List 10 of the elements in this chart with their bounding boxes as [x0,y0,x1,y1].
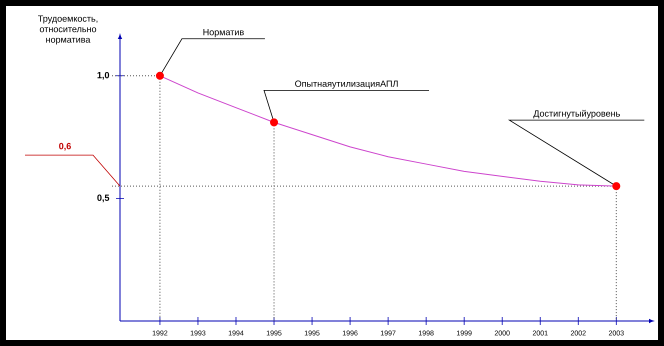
point [270,118,278,126]
point [612,182,620,190]
annotation: Достигнутыйуровень [533,110,620,118]
y-tick-label: 1,0 [98,72,110,80]
annotation: Норматив [203,29,244,38]
y-tick-label: 0,5 [97,194,110,202]
annotation: ОпытнаяутилизацияАПЛ [295,80,398,89]
point [156,72,164,80]
y-axis-title: Трудоемкость, относительно норматива [38,15,98,45]
ref-line-label: 0,6 [59,142,71,151]
